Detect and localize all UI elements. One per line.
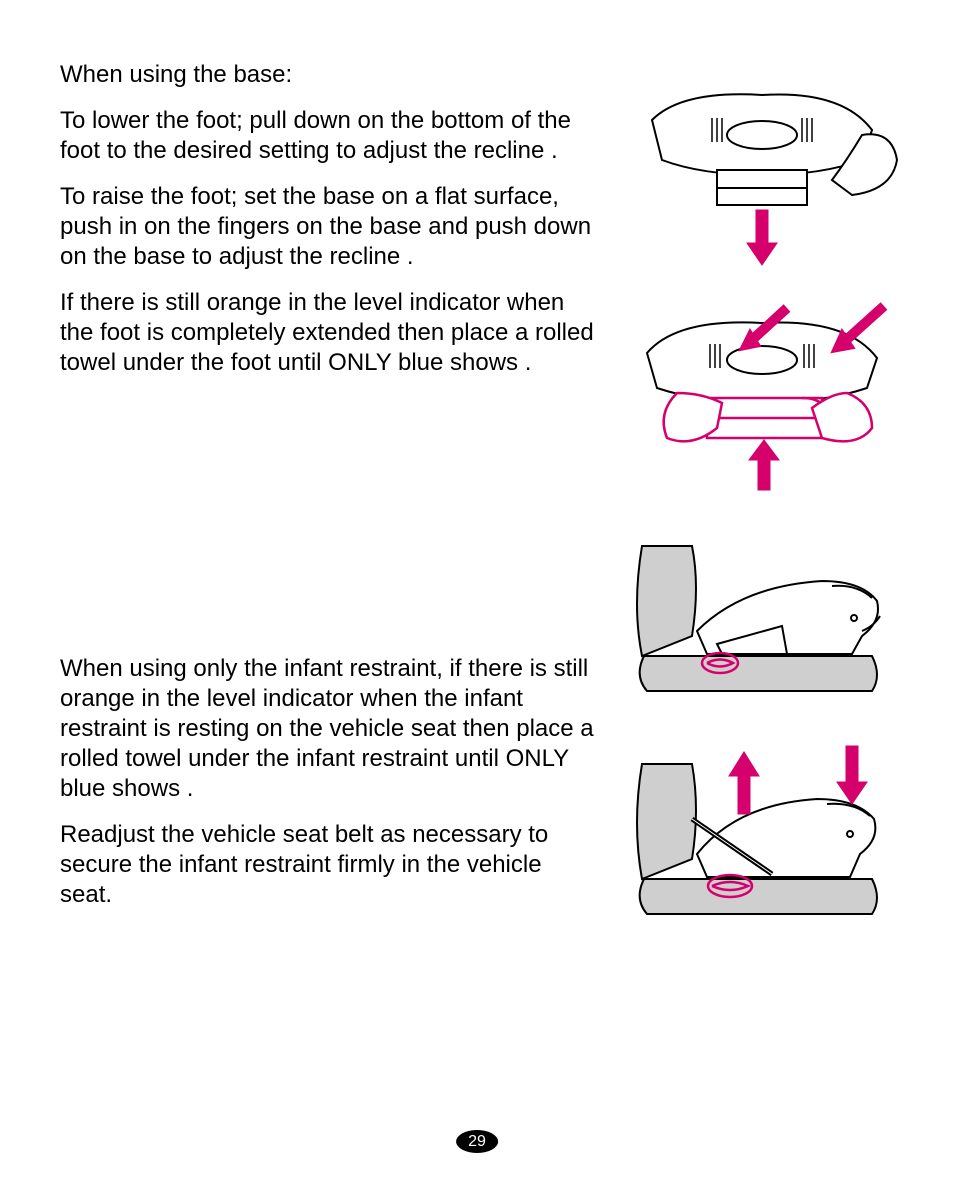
paragraph-raise-foot: To raise the foot; set the base on a fla… [60, 182, 600, 272]
lower-foot-icon [622, 80, 902, 270]
paragraph-lower-foot: To lower the foot; pull down on the bott… [60, 106, 600, 166]
figure-seat-towel [622, 526, 902, 706]
restraint-towel-icon [622, 734, 902, 934]
figure-restraint-towel [622, 734, 902, 934]
figure-raise-foot [622, 298, 902, 498]
paragraph-intro: When using the base: [60, 60, 600, 90]
illustration-column [620, 60, 904, 934]
raise-foot-icon [622, 298, 902, 498]
paragraph-readjust: Readjust the vehicle seat belt as necess… [60, 820, 600, 910]
vertical-gap [60, 394, 600, 654]
page-number-badge: 29 [456, 1130, 498, 1153]
paragraph-restraint-only: When using only the infant restraint, if… [60, 654, 600, 804]
seat-towel-icon [622, 526, 902, 706]
page-number: 29 [456, 1133, 498, 1151]
paragraph-level-indicator: If there is still orange in the level in… [60, 288, 600, 378]
page-content: When using the base: To lower the foot; … [60, 60, 904, 934]
figure-lower-foot [622, 80, 902, 270]
text-column: When using the base: To lower the foot; … [60, 60, 600, 934]
